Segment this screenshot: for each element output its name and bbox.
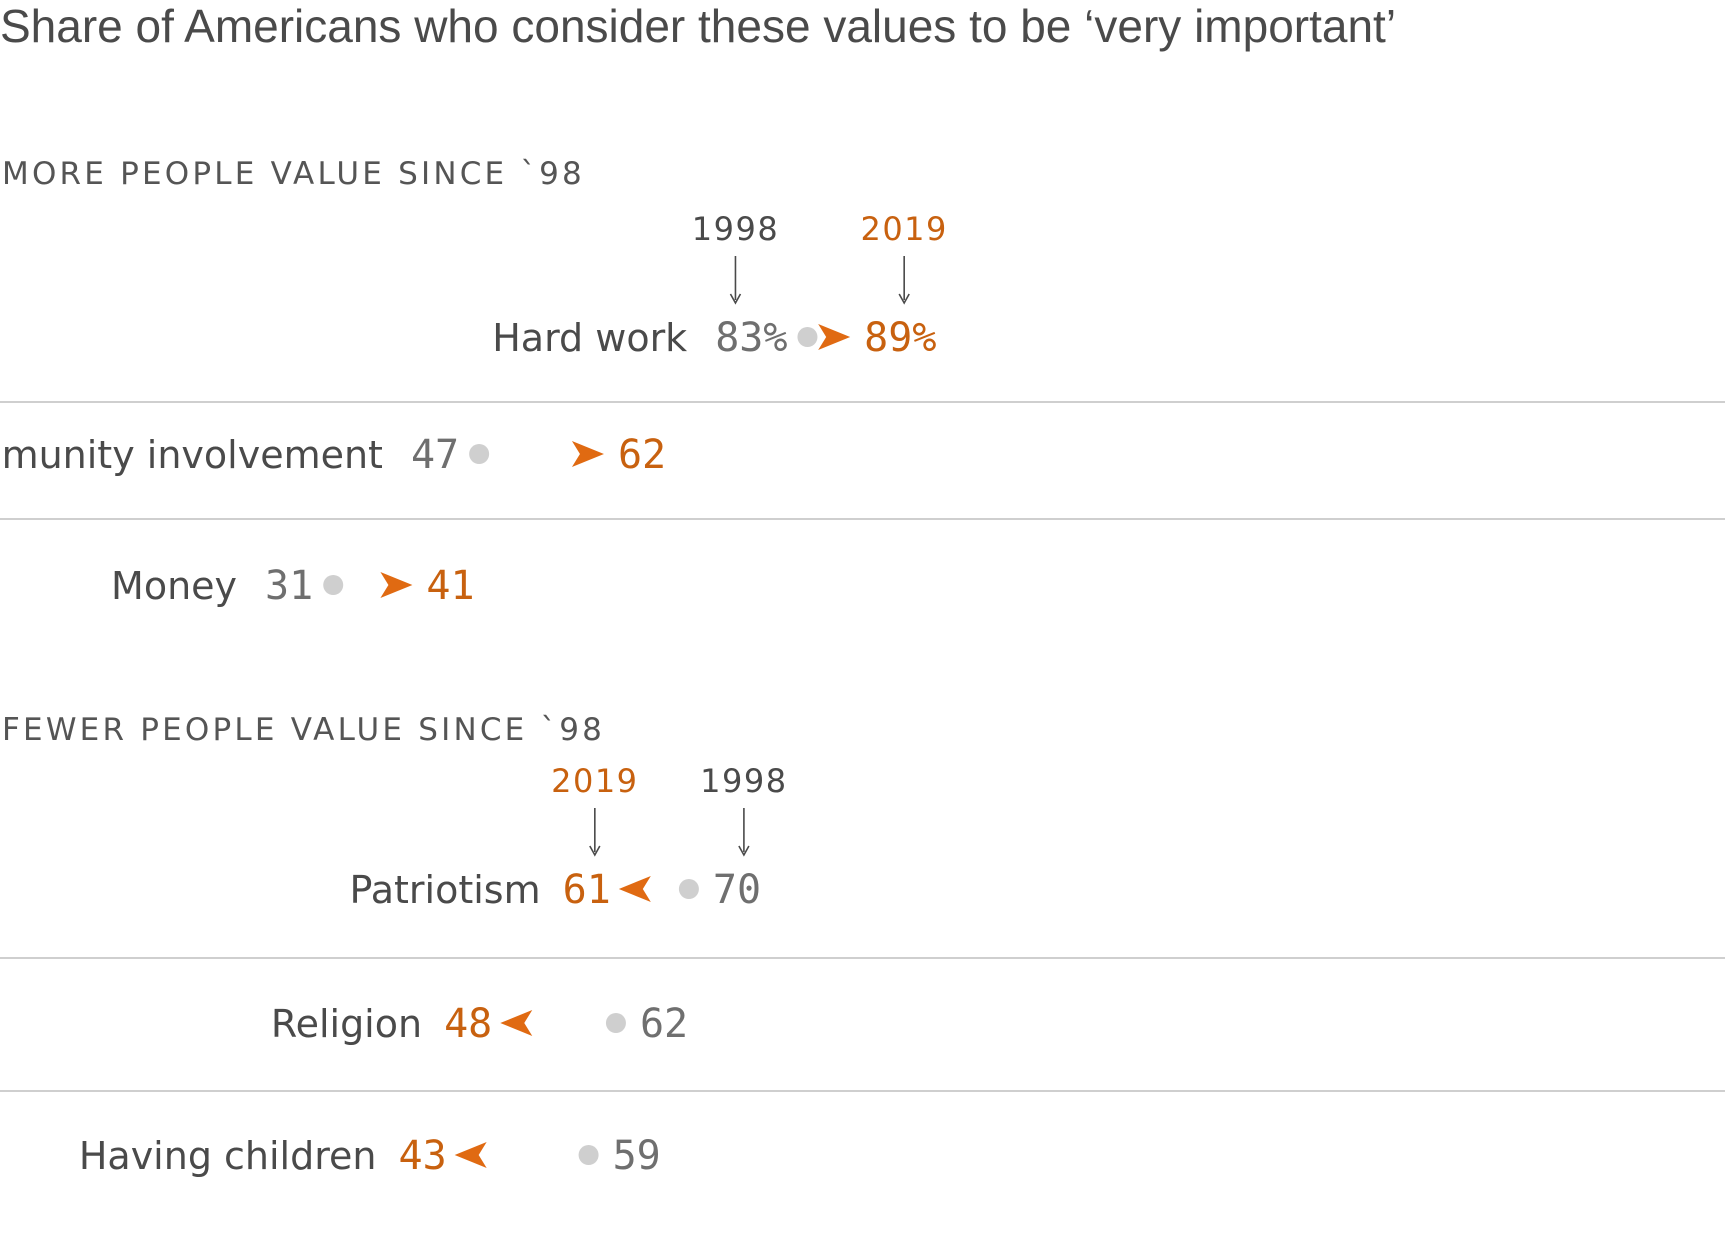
arrow-head-community-involvement <box>571 441 604 467</box>
label-community-involvement: Community involvement <box>0 433 383 477</box>
section-heading-fewer: FEWER PEOPLE VALUE SINCE `98 <box>2 712 605 748</box>
value-1998-patriotism: 70 <box>713 867 761 913</box>
row-patriotism: 70 61 Patriotism 1998 2019 <box>350 762 787 913</box>
arrow-head-having-children <box>454 1142 487 1168</box>
chart-title: Share of Americans who consider these va… <box>0 0 1396 52</box>
row-community-involvement: 47 62 Community involvement <box>0 432 666 478</box>
value-1998-community-involvement: 47 <box>411 432 459 478</box>
label-patriotism: Patriotism <box>350 868 541 912</box>
label-religion: Religion <box>271 1002 422 1046</box>
value-2019-community-involvement: 62 <box>618 432 666 478</box>
dot-1998-community-involvement <box>469 444 490 464</box>
section-heading-more: MORE PEOPLE VALUE SINCE `98 <box>2 156 585 192</box>
value-2019-money: 41 <box>426 563 474 609</box>
dot-1998-hard-work <box>797 327 818 347</box>
arrow-head-money <box>380 572 413 598</box>
label-hard-work: Hard work <box>492 316 687 360</box>
value-1998-hard-work: 83% <box>715 315 787 361</box>
annotation-arrow-head-1998 <box>729 293 742 305</box>
dot-1998-patriotism <box>678 879 699 899</box>
dot-1998-having-children <box>578 1145 599 1165</box>
value-2019-patriotism: 61 <box>563 867 611 913</box>
annotation-1998-patriotism: 1998 <box>700 762 787 800</box>
label-having-children: Having children <box>79 1134 377 1178</box>
annotation-arrow-head-2019 <box>589 845 601 857</box>
value-1998-money: 31 <box>265 563 313 609</box>
value-2019-having-children: 43 <box>398 1133 446 1179</box>
annotation-arrow-head-2019 <box>898 293 910 305</box>
row-hard-work: 83% 89% Hard work 1998 2019 <box>492 210 947 361</box>
arrow-head-hard-work <box>818 324 851 350</box>
annotation-1998-hard-work: 1998 <box>692 210 779 248</box>
arrow-head-patriotism <box>618 876 651 902</box>
annotation-arrow-head-1998 <box>738 845 750 857</box>
value-1998-having-children: 59 <box>613 1133 661 1179</box>
arrow-head-religion <box>500 1010 533 1036</box>
value-2019-religion: 48 <box>444 1001 492 1047</box>
value-2019-hard-work: 89% <box>864 315 936 361</box>
dot-1998-money <box>323 575 344 595</box>
label-money: Money <box>111 564 237 608</box>
annotation-2019-hard-work: 2019 <box>860 210 947 248</box>
row-having-children: 59 43 Having children <box>79 1133 661 1179</box>
dot-1998-religion <box>605 1013 626 1033</box>
annotation-2019-patriotism: 2019 <box>551 762 638 800</box>
value-1998-religion: 62 <box>640 1001 688 1047</box>
row-religion: 62 48 Religion <box>271 1001 688 1047</box>
row-money: 31 41 Money <box>111 563 475 609</box>
